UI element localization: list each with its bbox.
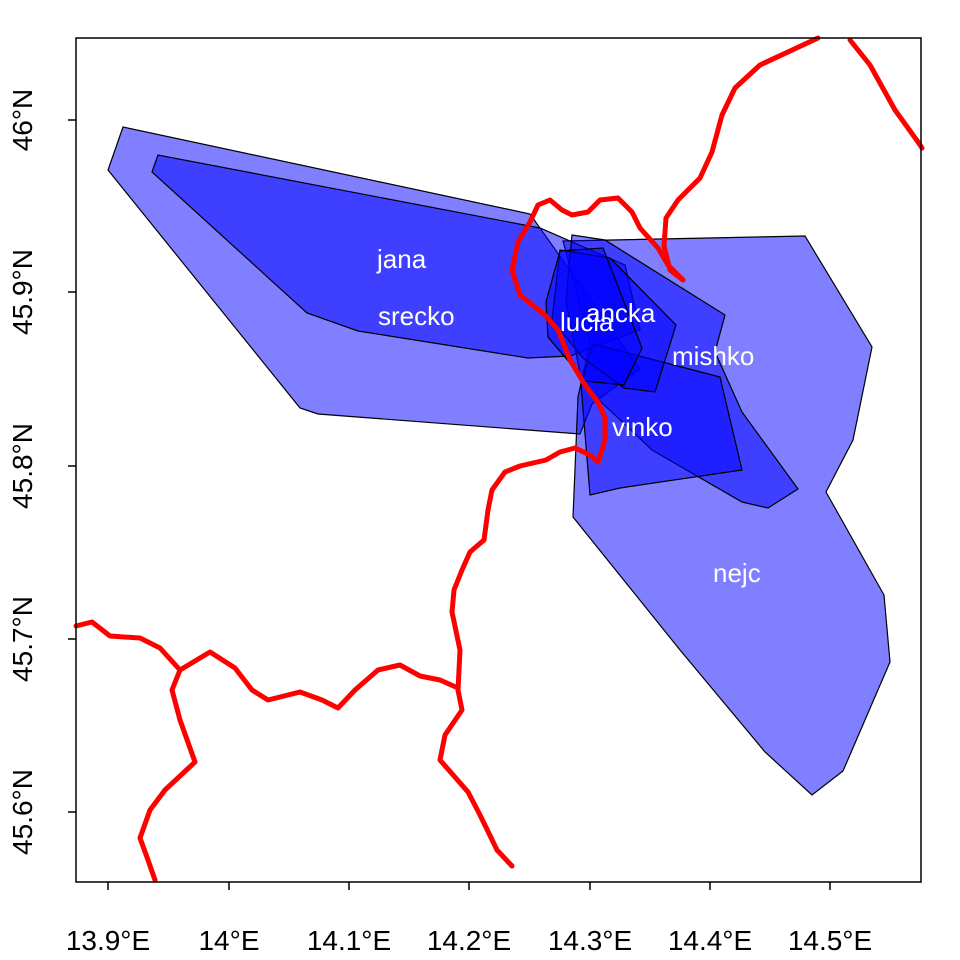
label-mishko: mishko bbox=[672, 341, 754, 371]
y-tick-label: 45.6°N bbox=[7, 769, 38, 855]
home-range-polygons bbox=[107, 126, 891, 796]
x-tick-label: 13.9°E bbox=[66, 925, 150, 956]
label-jana: jana bbox=[376, 244, 427, 274]
x-tick-label: 14.4°E bbox=[668, 925, 752, 956]
y-axis: 45.6°N 45.7°N 45.8°N 45.9°N 46°N bbox=[7, 89, 76, 855]
x-tick-label: 14.3°E bbox=[548, 925, 632, 956]
x-tick-label: 14°E bbox=[198, 925, 259, 956]
country-borders bbox=[73, 35, 925, 883]
label-ancka: ancka bbox=[586, 298, 656, 328]
border-line-northeast bbox=[847, 37, 925, 151]
label-lucia: lucia bbox=[560, 307, 614, 337]
x-tick-label: 14.2°E bbox=[427, 925, 511, 956]
plot-frame bbox=[75, 37, 922, 883]
border-line-north bbox=[437, 35, 821, 869]
border-line-southwest bbox=[73, 619, 461, 711]
x-tick-label: 14.1°E bbox=[307, 925, 391, 956]
label-srecko: srecko bbox=[378, 301, 455, 331]
x-axis: 13.9°E 14°E 14.1°E 14.2°E 14.3°E 14.4°E … bbox=[66, 882, 872, 956]
polygon-lucia bbox=[545, 247, 643, 386]
label-nejc: nejc bbox=[713, 558, 761, 588]
border-line-south bbox=[137, 667, 198, 883]
y-tick-label: 45.8°N bbox=[7, 423, 38, 509]
label-vinko: vinko bbox=[612, 412, 673, 442]
y-tick-label: 45.9°N bbox=[7, 249, 38, 335]
y-tick-label: 46°N bbox=[7, 89, 38, 152]
y-tick-label: 45.7°N bbox=[7, 596, 38, 682]
home-range-labels: jana srecko ancka lucia mishko vinko nej… bbox=[376, 244, 761, 588]
x-tick-label: 14.5°E bbox=[788, 925, 872, 956]
